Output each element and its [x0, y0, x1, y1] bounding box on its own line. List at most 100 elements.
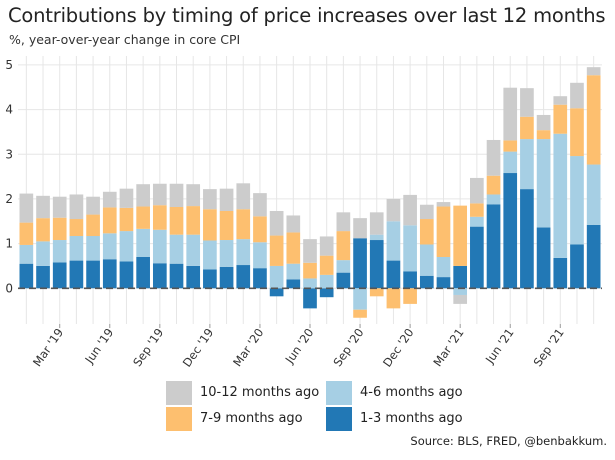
y-tick-label: 5	[5, 58, 13, 72]
segment-7-9-months	[236, 209, 251, 240]
segment-7-9-months	[253, 216, 267, 243]
x-tick-label: Mar '20	[230, 326, 266, 369]
segment-7-9-months	[269, 235, 284, 266]
segment-10-12-months	[303, 239, 317, 263]
segment-4-6-months	[269, 265, 284, 289]
segment-1-3-months	[353, 238, 367, 289]
segment-10-12-months	[536, 114, 551, 131]
segment-1-3-months	[520, 189, 534, 289]
segment-7-9-months	[286, 232, 301, 264]
segment-7-9-months	[319, 255, 334, 275]
segment-4-6-months	[436, 257, 451, 278]
segment-7-9-months	[536, 130, 551, 140]
segment-4-6-months	[553, 133, 568, 258]
segment-1-3-months	[470, 226, 484, 289]
segment-4-6-months	[453, 288, 468, 295]
segment-10-12-months	[353, 218, 367, 239]
segment-7-9-months	[486, 175, 501, 195]
segment-10-12-months	[269, 210, 284, 236]
segment-7-9-months	[86, 214, 100, 237]
segment-10-12-months	[586, 67, 601, 76]
segment-4-6-months	[286, 263, 301, 280]
segment-7-9-months	[570, 108, 584, 157]
segment-10-12-months	[553, 96, 568, 105]
segment-7-9-months	[586, 75, 601, 165]
x-tick-label: Jun '20	[282, 326, 317, 367]
segment-4-6-months	[303, 278, 317, 289]
chart-subtitle: %, year-over-year change in core CPI	[9, 32, 241, 47]
segment-1-3-months	[119, 261, 134, 289]
segment-4-6-months	[536, 139, 551, 228]
segment-4-6-months	[353, 288, 367, 310]
segment-7-9-months	[303, 262, 317, 279]
segment-1-3-months	[169, 263, 184, 289]
segment-4-6-months	[169, 234, 184, 264]
segment-7-9-months	[169, 206, 184, 235]
segment-4-6-months	[253, 242, 267, 269]
x-tick-label: Jun '21	[482, 326, 517, 367]
segment-10-12-months	[319, 236, 334, 256]
segment-4-6-months	[119, 231, 134, 262]
x-tick-label: Mar '19	[30, 326, 66, 369]
segment-4-6-months	[419, 244, 434, 276]
source-note: Source: BLS, FRED, @benbakkum.	[410, 434, 607, 448]
segment-7-9-months	[19, 222, 34, 245]
segment-10-12-months	[52, 196, 67, 218]
segment-7-9-months	[503, 140, 518, 152]
segment-1-3-months	[486, 204, 501, 289]
segment-10-12-months	[369, 212, 384, 235]
segment-7-9-months	[203, 209, 217, 241]
segment-1-3-months	[419, 275, 434, 289]
segment-1-3-months	[102, 259, 117, 289]
segment-10-12-months	[19, 193, 34, 223]
segment-1-3-months	[336, 272, 351, 289]
segment-1-3-months	[536, 227, 551, 289]
segment-4-6-months	[203, 240, 217, 270]
segment-10-12-months	[419, 204, 434, 220]
segment-1-3-months	[553, 257, 568, 289]
segment-1-3-months	[186, 265, 201, 289]
segment-1-3-months	[19, 263, 34, 289]
segment-10-12-months	[36, 195, 50, 219]
segment-4-6-months	[369, 234, 384, 241]
segment-4-6-months	[102, 233, 117, 260]
x-tick-label: Sep '21	[531, 326, 567, 369]
segment-1-3-months	[236, 265, 251, 289]
segment-4-6-months	[86, 236, 100, 261]
y-tick-label: 2	[5, 192, 13, 206]
segment-1-3-months	[570, 244, 584, 289]
segment-7-9-months	[470, 203, 484, 217]
segment-7-9-months	[102, 207, 117, 234]
x-tick-label: Sep '19	[130, 326, 166, 369]
segment-4-6-months	[52, 240, 67, 263]
segment-10-12-months	[403, 194, 417, 226]
segment-1-3-months	[36, 265, 50, 289]
y-tick-label: 1	[5, 237, 13, 251]
segment-1-3-months	[503, 173, 518, 289]
segment-10-12-months	[436, 202, 451, 207]
segment-10-12-months	[69, 194, 84, 220]
segment-10-12-months	[119, 188, 134, 208]
segment-7-9-months	[136, 206, 150, 229]
segment-7-9-months	[219, 210, 234, 241]
segment-10-12-months	[570, 82, 584, 109]
segment-4-6-months	[19, 244, 34, 264]
segment-7-9-months	[186, 206, 201, 235]
segment-10-12-months	[286, 215, 301, 233]
segment-4-6-months	[319, 274, 334, 289]
segment-1-3-months	[269, 288, 284, 297]
segment-4-6-months	[236, 239, 251, 266]
x-tick-label: Mar '21	[430, 326, 466, 369]
segment-1-3-months	[303, 288, 317, 309]
y-tick-label: 0	[5, 281, 13, 295]
segment-10-12-months	[520, 88, 534, 117]
segment-10-12-months	[169, 183, 184, 207]
segment-10-12-months	[219, 188, 234, 211]
segment-7-9-months	[403, 288, 417, 304]
segment-4-6-months	[586, 164, 601, 225]
segment-10-12-months	[470, 177, 484, 204]
segment-10-12-months	[236, 183, 251, 210]
segment-4-6-months	[152, 229, 167, 264]
segment-10-12-months	[203, 189, 217, 210]
y-tick-label: 4	[5, 103, 13, 117]
